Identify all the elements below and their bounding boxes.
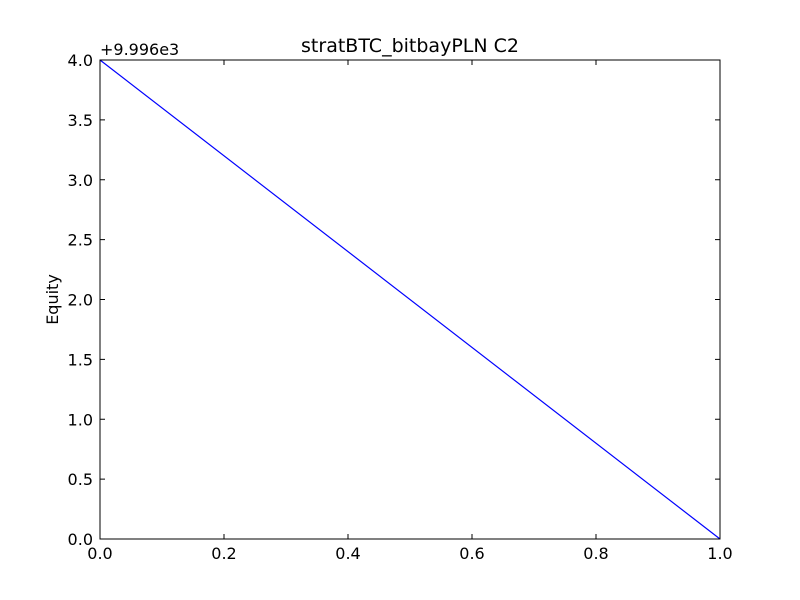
x-tick-label-5: 1.0 [707, 544, 732, 563]
chart-title: stratBTC_bitbayPLN C2 [301, 35, 519, 57]
y-tick-label-3: 1.5 [68, 350, 93, 369]
y-tick-label-2: 1.0 [68, 410, 93, 429]
x-tick-label-1: 0.2 [211, 544, 236, 563]
y-axis-label: Equity [43, 274, 62, 325]
y-tick-label-7: 3.5 [68, 111, 93, 130]
y-tick-label-4: 2.0 [68, 291, 93, 310]
x-tick-label-0: 0.0 [87, 544, 112, 563]
series-line-0 [99, 59, 721, 540]
y-tick-label-6: 3.0 [68, 171, 93, 190]
y-tick-label-1: 0.5 [68, 470, 93, 489]
y-tick-label-5: 2.5 [68, 231, 93, 250]
x-tick-label-2: 0.4 [335, 544, 360, 563]
series-layer [99, 59, 721, 540]
y-tick-label-8: 4.0 [68, 51, 93, 70]
y-tick-label-0: 0.0 [68, 530, 93, 549]
plot-frame [99, 59, 721, 540]
x-tick-label-4: 0.8 [583, 544, 608, 563]
y-offset-label: +9.996e3 [100, 40, 179, 59]
ticks-layer: 0.0 0.2 0.4 0.6 0.8 1.0 0.0 0.5 1.0 1.5 2.0 2.5 3.0 3… [68, 51, 733, 563]
x-tick-label-3: 0.6 [459, 544, 484, 563]
